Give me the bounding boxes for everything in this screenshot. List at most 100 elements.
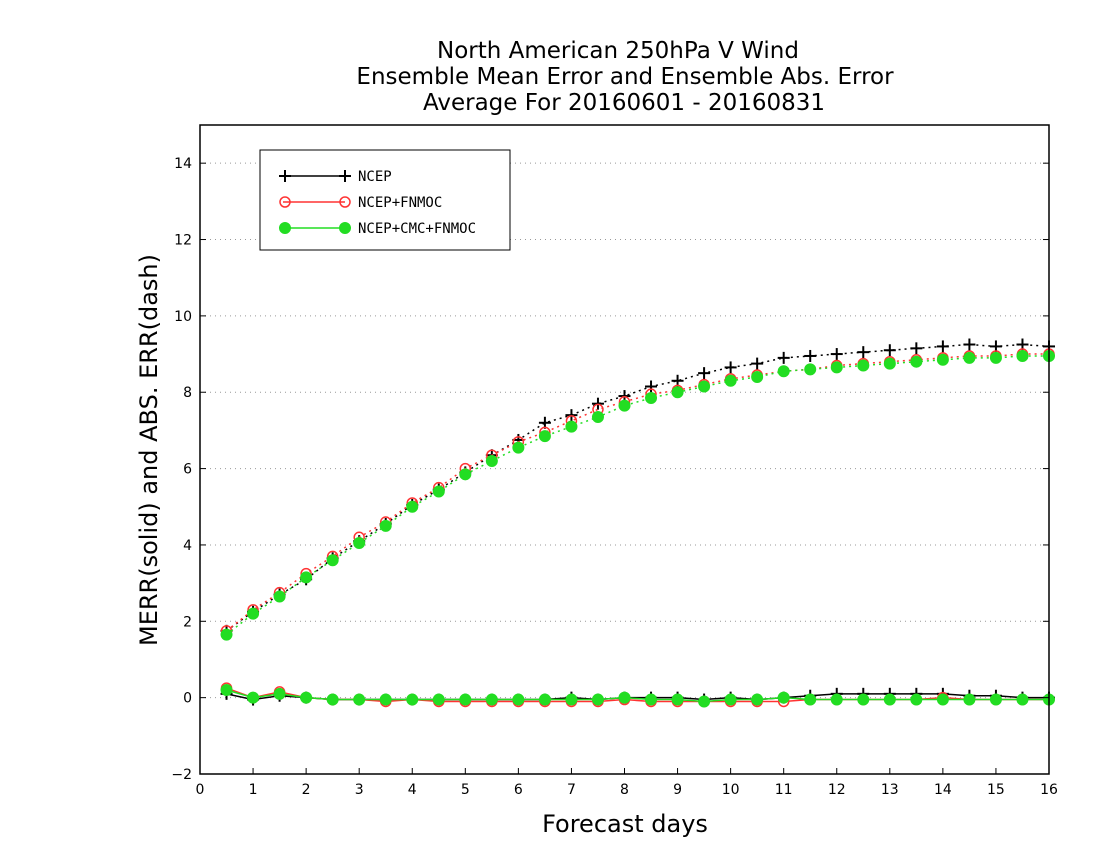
- y-tick-label: 8: [183, 385, 192, 401]
- mean-error-point: [910, 693, 923, 706]
- x-axis-title: Forecast days: [542, 810, 708, 838]
- abs-error-line: [226, 353, 1049, 632]
- legend-label: NCEP+FNMOC: [358, 195, 442, 211]
- abs-error-point: [724, 361, 737, 374]
- mean-error-point: [671, 693, 684, 706]
- legend-box: [259, 149, 511, 251]
- abs-error-point: [1016, 349, 1029, 362]
- mean-error-point: [300, 691, 313, 704]
- abs-error-point: [273, 590, 286, 603]
- abs-error-point: [883, 357, 896, 370]
- abs-error-point: [883, 344, 896, 357]
- x-tick-label: 1: [249, 782, 258, 798]
- x-tick-label: 10: [722, 782, 740, 798]
- abs-error-point: [645, 380, 658, 393]
- abs-error-point: [777, 351, 790, 364]
- mean-error-point: [379, 693, 392, 706]
- chart-title-line-2: Ensemble Mean Error and Ensemble Abs. Er…: [356, 64, 894, 90]
- abs-error-point: [353, 537, 366, 550]
- legend-marker: [279, 222, 291, 234]
- legend-marker: [279, 196, 291, 208]
- x-tick-label: 4: [408, 782, 417, 798]
- mean-error-point: [538, 693, 551, 706]
- mean-error-point: [591, 693, 604, 706]
- mean-error-point: [804, 693, 817, 706]
- abs-error-point: [326, 554, 339, 567]
- x-tick-label: 14: [934, 782, 952, 798]
- x-tick-label: 7: [567, 782, 576, 798]
- abs-error-point: [989, 351, 1002, 364]
- abs-error-point: [963, 338, 976, 351]
- abs-error-point: [751, 370, 764, 383]
- x-tick-label: 9: [673, 782, 682, 798]
- y-tick-label: 2: [183, 614, 192, 630]
- y-axis-title: MERR(solid) and ABS. ERR(dash): [135, 254, 163, 646]
- abs-error-point: [936, 340, 949, 353]
- series-2: [220, 349, 1055, 708]
- mean-error-point: [751, 693, 764, 706]
- mean-error-point: [485, 693, 498, 706]
- x-tick-label: 3: [355, 782, 364, 798]
- mean-error-point: [1016, 693, 1029, 706]
- abs-error-point: [804, 363, 817, 376]
- abs-error-point: [857, 359, 870, 372]
- abs-error-point: [857, 346, 870, 359]
- abs-error-point: [485, 454, 498, 467]
- mean-error-point: [459, 693, 472, 706]
- mean-error-point: [326, 693, 339, 706]
- mean-error-point: [989, 693, 1002, 706]
- mean-error-point: [724, 693, 737, 706]
- legend-label: NCEP+CMC+FNMOC: [358, 221, 476, 237]
- mean-error-point: [220, 684, 233, 697]
- legend-marker: [339, 222, 351, 234]
- y-tick-label: 12: [174, 233, 192, 249]
- x-tick-label: 16: [1040, 782, 1058, 798]
- mean-error-point: [857, 693, 870, 706]
- abs-error-point: [910, 342, 923, 355]
- abs-error-point: [247, 607, 260, 620]
- x-tick-label: 5: [461, 782, 470, 798]
- y-tick-label: 4: [183, 538, 192, 554]
- abs-error-point: [936, 353, 949, 366]
- x-tick-label: 0: [196, 782, 205, 798]
- mean-error-point: [565, 693, 578, 706]
- legend-marker: [279, 170, 291, 182]
- y-tick-label: 6: [183, 462, 192, 478]
- x-tick-label: 12: [828, 782, 846, 798]
- abs-error-point: [565, 420, 578, 433]
- legend-items: NCEP NCEP+FNMOC NCEP+CMC+FNMOC: [279, 169, 476, 237]
- chart-title-line-1: North American 250hPa V Wind: [437, 38, 799, 64]
- abs-error-point: [830, 361, 843, 374]
- x-tick-label: 2: [302, 782, 311, 798]
- mean-error-point: [512, 693, 525, 706]
- legend: NCEP NCEP+FNMOC NCEP+CMC+FNMOC: [259, 149, 511, 251]
- abs-error-point: [618, 399, 631, 412]
- abs-error-point: [724, 374, 737, 387]
- series-0: [220, 338, 1055, 706]
- abs-error-point: [379, 519, 392, 532]
- x-tick-label: 6: [514, 782, 523, 798]
- mean-error-point: [830, 693, 843, 706]
- mean-error-point: [645, 693, 658, 706]
- mean-error-point: [247, 691, 260, 704]
- abs-error-point: [830, 348, 843, 361]
- mean-error-point: [353, 693, 366, 706]
- mean-error-point: [618, 691, 631, 704]
- abs-error-point: [512, 441, 525, 454]
- abs-error-point: [300, 571, 313, 584]
- mean-error-line: [226, 689, 1049, 703]
- y-tick-label: 0: [183, 691, 192, 707]
- mean-error-point: [883, 693, 896, 706]
- chart-title-line-3: Average For 20160601 - 20160831: [423, 90, 825, 116]
- abs-error-point: [963, 351, 976, 364]
- x-tick-label: 15: [987, 782, 1005, 798]
- series-layer: [220, 338, 1055, 708]
- abs-error-line: [226, 343, 1050, 632]
- abs-error-point: [645, 391, 658, 404]
- abs-error-line: [226, 355, 1049, 636]
- x-tick-label: 13: [881, 782, 899, 798]
- y-tick-label: −2: [171, 767, 192, 783]
